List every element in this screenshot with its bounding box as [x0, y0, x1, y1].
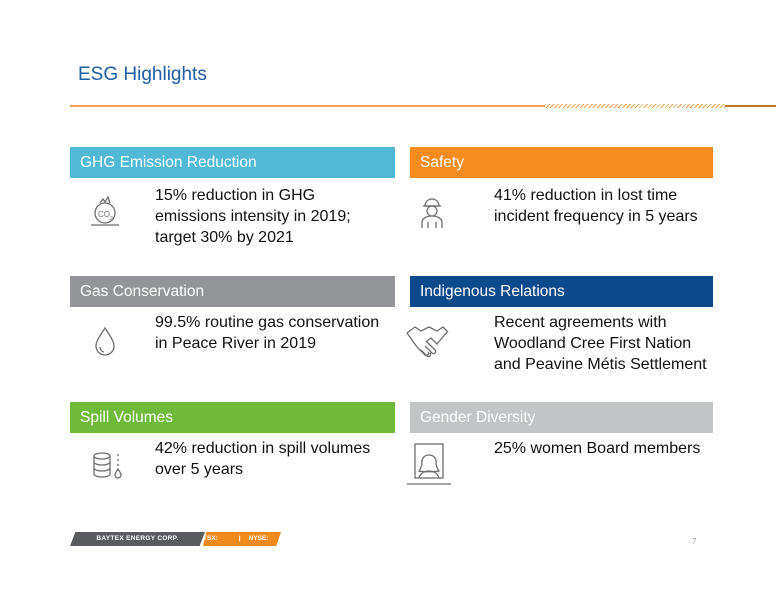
page-number: 7 [692, 537, 697, 546]
tsx-ticker: TSX: BTE [203, 535, 218, 556]
page-title: ESG Highlights [78, 64, 207, 85]
safety-header: Safety [410, 147, 713, 178]
spill-header: Spill Volumes [70, 402, 395, 433]
indigenous-text: Recent agreements with Woodland Cree Fir… [494, 314, 707, 373]
hard-hat-worker-icon [413, 192, 451, 230]
title-divider [70, 104, 776, 108]
ghg-header: GHG Emission Reduction [70, 147, 395, 178]
spill-text: 42% reduction in spill volumes over 5 ye… [155, 440, 371, 478]
water-drop-icon [86, 322, 124, 360]
company-logo: BAYTEX ENERGY CORP. [70, 532, 205, 546]
gender-header: Gender Diversity [410, 402, 713, 433]
safety-text: 41% reduction in lost time incident freq… [494, 187, 698, 225]
co2-cloud-icon: CO 2 [86, 192, 124, 230]
gas-text: 99.5% routine gas conservation in Peace … [155, 314, 380, 352]
ghg-text: 15% reduction in GHG emissions intensity… [155, 187, 351, 246]
ticker-badge: TSX: BTE | NYSE: BTE [203, 532, 281, 546]
barrel-drop-icon [88, 446, 126, 484]
nyse-ticker: NYSE: BTE [248, 535, 269, 556]
gas-header: Gas Conservation [70, 276, 395, 307]
svg-text:2: 2 [110, 216, 113, 222]
gender-text: 25% women Board members [494, 440, 701, 457]
handshake-icon [404, 319, 450, 363]
woman-portrait-icon [405, 442, 453, 486]
indigenous-header: Indigenous Relations [410, 276, 713, 307]
svg-text:CO: CO [98, 210, 110, 219]
ticker-separator: | [238, 535, 241, 542]
